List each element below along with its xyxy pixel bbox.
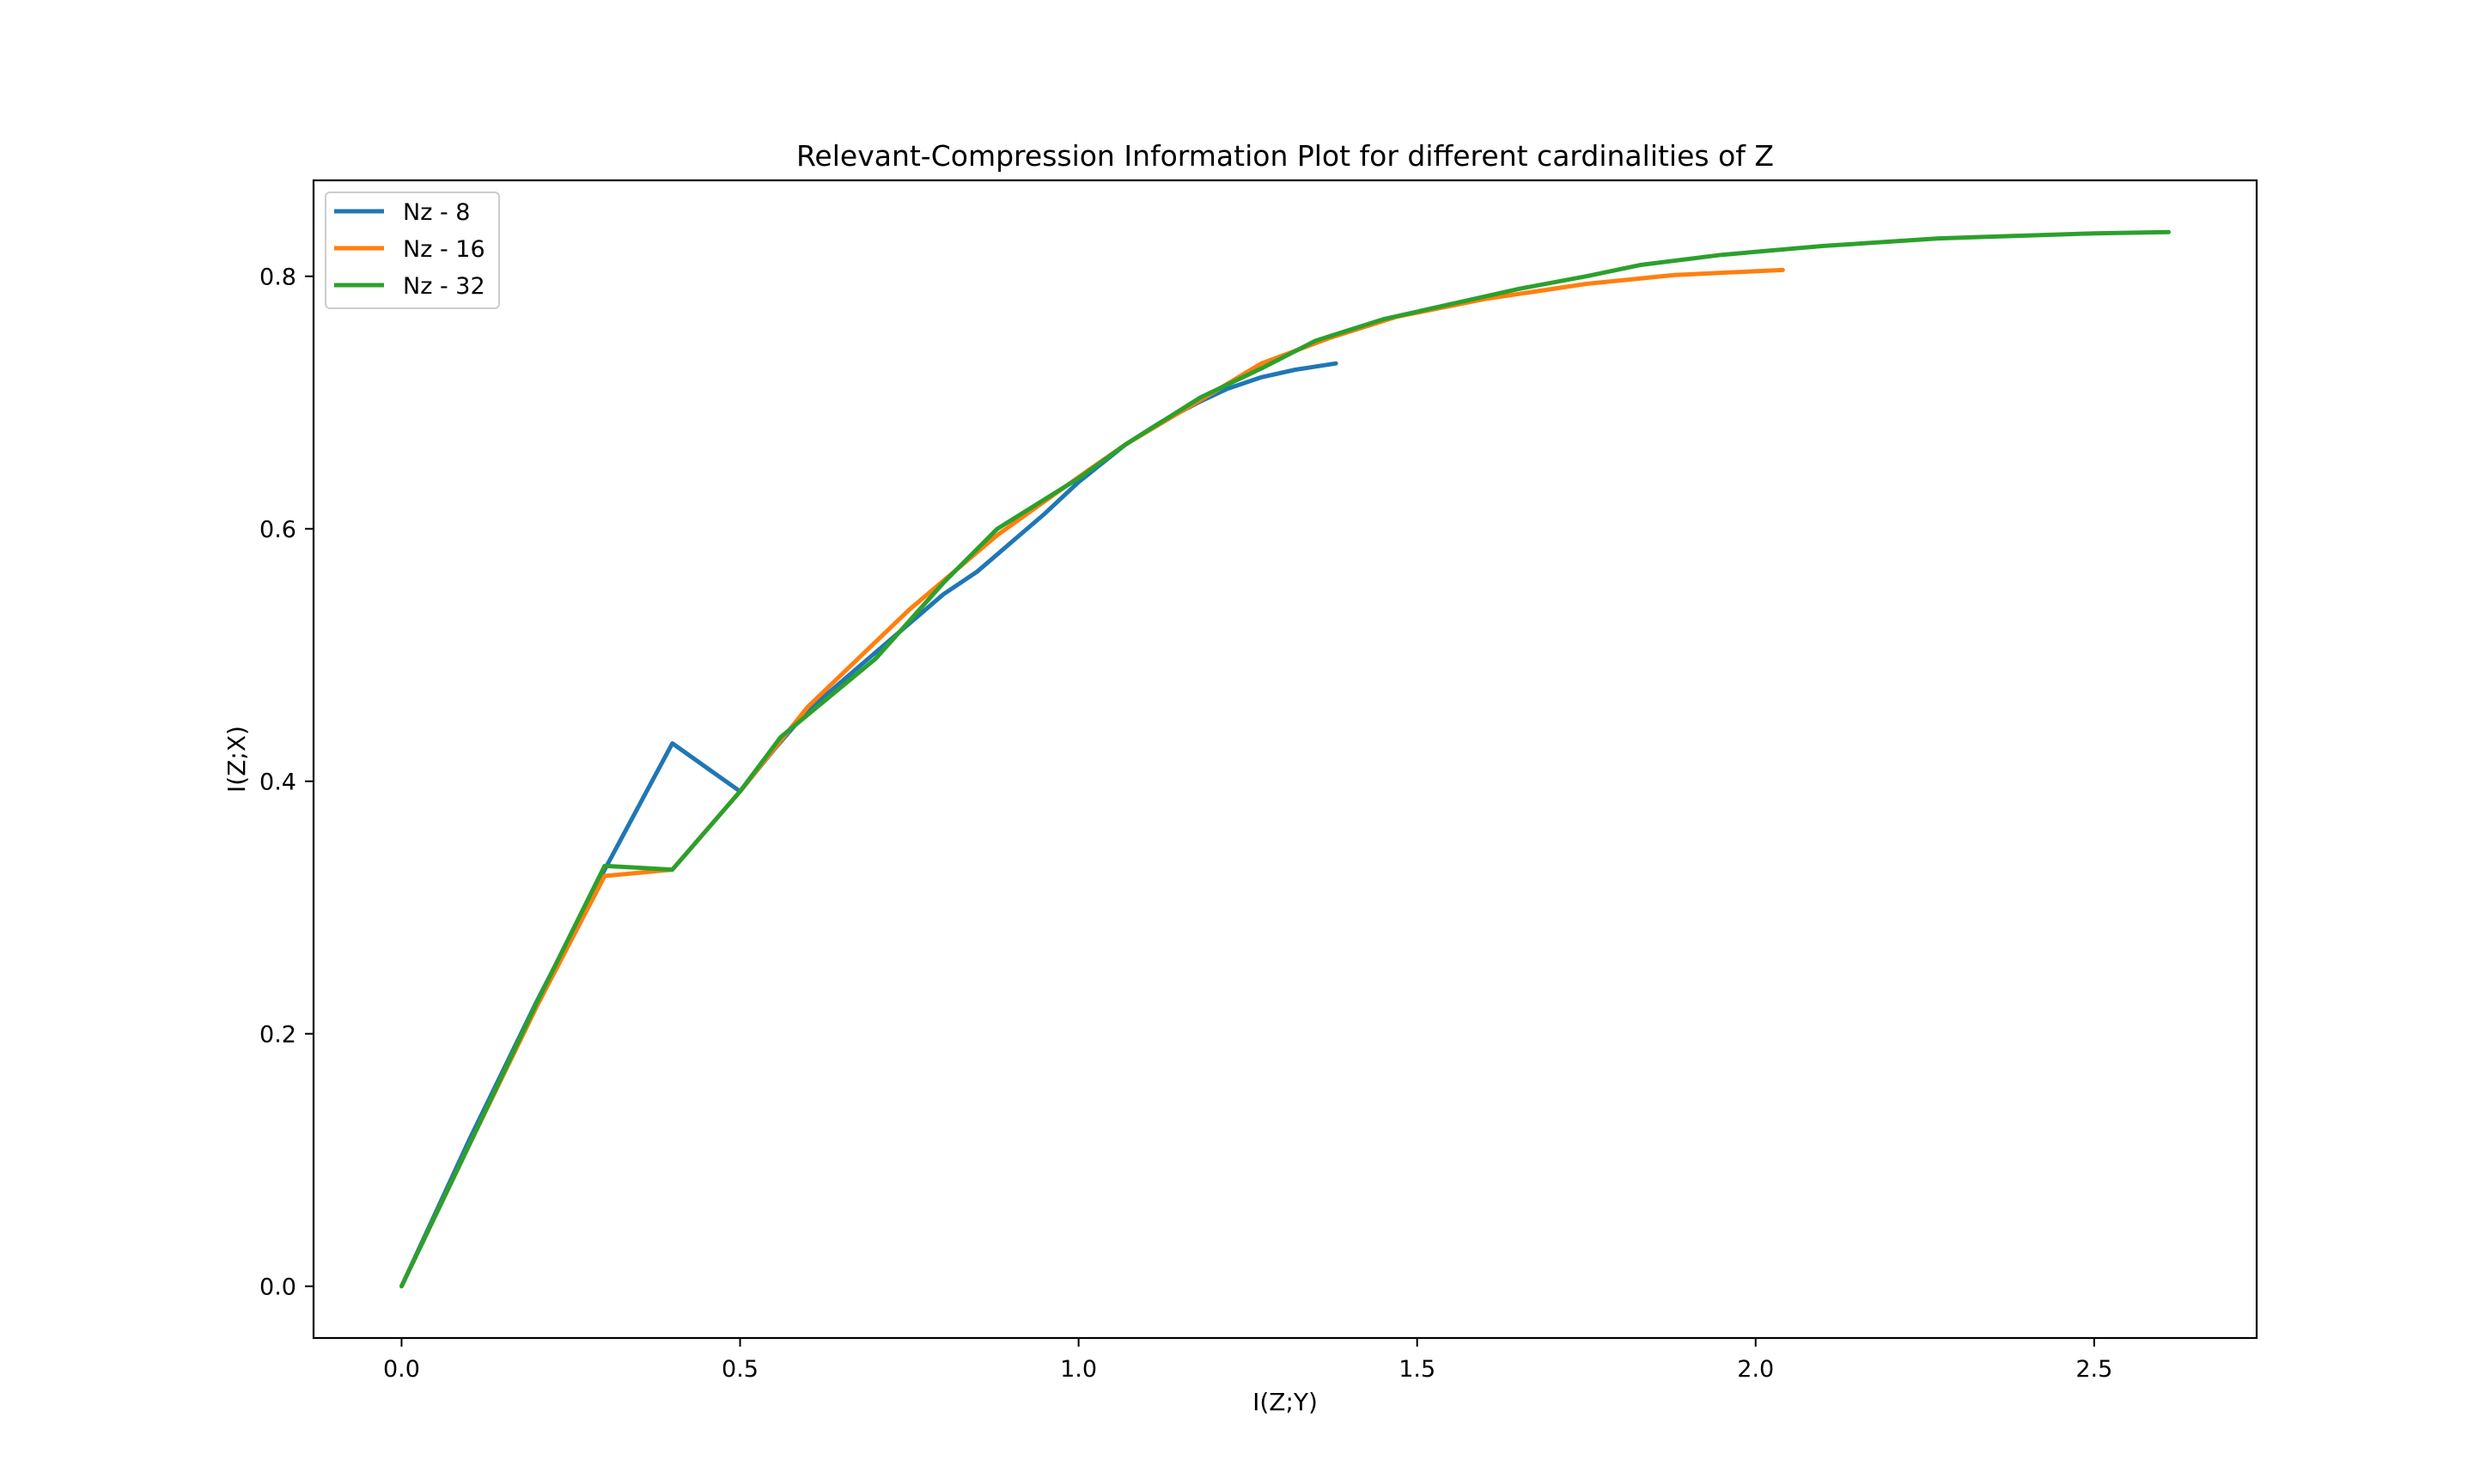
y-axis-label: I(Z;X) — [222, 726, 251, 793]
y-tick-label: 0.8 — [259, 265, 296, 291]
legend-label: Nz - 32 — [403, 273, 485, 300]
chart-title: Relevant-Compression Information Plot fo… — [796, 139, 1774, 173]
x-tick-label: 0.5 — [722, 1356, 759, 1383]
x-tick-label: 2.0 — [1737, 1356, 1774, 1383]
axes-frame — [312, 179, 2258, 1340]
y-tick-label: 0.2 — [259, 1022, 296, 1049]
x-axis: 0.0 0.5 1.0 1.5 2.0 2.5 — [383, 1338, 2112, 1383]
y-tick-label: 0.0 — [259, 1274, 296, 1301]
legend-frame — [325, 192, 500, 309]
x-tick-label: 0.0 — [383, 1356, 420, 1383]
y-tick-label: 0.6 — [259, 517, 296, 544]
series-line-1 — [399, 361, 1338, 1289]
legend-label: Nz - 8 — [403, 199, 470, 226]
series-layer — [399, 229, 2171, 1289]
series-line-3 — [399, 229, 2171, 1289]
y-axis: 0.0 0.2 0.4 0.6 0.8 — [259, 265, 314, 1301]
x-axis-label: I(Z;Y) — [1252, 1388, 1318, 1416]
y-tick-label: 0.4 — [259, 769, 296, 796]
legend: Nz - 8 Nz - 16 Nz - 32 — [325, 192, 500, 309]
x-tick-label: 1.5 — [1398, 1356, 1435, 1383]
x-tick-label: 1.0 — [1060, 1356, 1097, 1383]
plot-area: 0.0 0.5 1.0 1.5 2.0 2.5 0.0 0.2 0.4 0.6 0.8 — [259, 179, 2258, 1383]
x-tick-label: 2.5 — [2075, 1356, 2112, 1383]
legend-label: Nz - 16 — [403, 236, 485, 263]
series-line-2 — [399, 267, 1785, 1289]
